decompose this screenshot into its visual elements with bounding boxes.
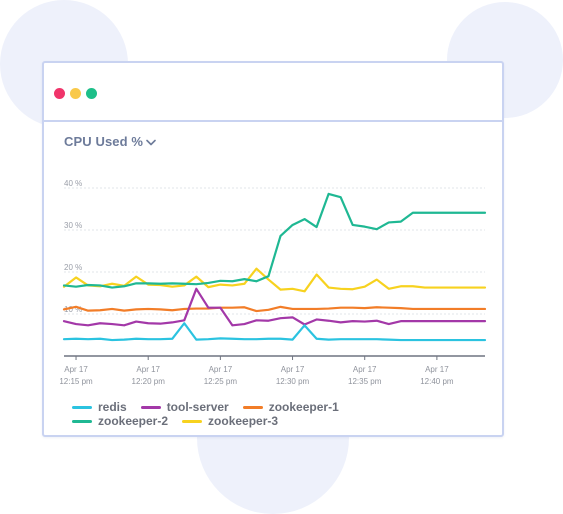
chart-title: CPU Used % xyxy=(64,134,144,149)
x-tick-label-time: 12:15 pm xyxy=(59,377,93,386)
x-tick-label-time: 12:30 pm xyxy=(276,377,310,386)
legend-label: redis xyxy=(98,400,127,414)
series-line-zookeeper-2 xyxy=(62,192,487,289)
x-tick-label-date: Apr 17 xyxy=(281,365,305,374)
legend-swatch xyxy=(182,419,203,423)
legend-label: tool-server xyxy=(166,400,229,414)
chart-window: CPU Used % 10 % 20 % 30 % 40 % Apr 17 12:15 p… xyxy=(42,61,504,437)
legend-item-zookeeper-3[interactable]: zookeeper-3 xyxy=(182,414,278,428)
x-tick-label-date: Apr 17 xyxy=(209,365,233,374)
cpu-line-chart: 10 % 20 % 30 % 40 % Apr 17 12:15 pm Apr 17 12:2… xyxy=(59,179,487,386)
x-tick-label-date: Apr 17 xyxy=(425,365,449,374)
legend-item-zookeeper-2[interactable]: zookeeper-2 xyxy=(72,414,168,428)
y-tick-label: 30 % xyxy=(64,221,82,230)
x-tick-label-date: Apr 17 xyxy=(353,365,377,374)
chevron-down-icon xyxy=(146,134,156,149)
x-tick-label-time: 12:20 pm xyxy=(132,377,166,386)
metric-selector[interactable]: CPU Used % xyxy=(64,134,156,149)
legend-label: zookeeper-1 xyxy=(268,400,339,414)
legend-swatch xyxy=(72,405,92,409)
maximize-dot[interactable] xyxy=(86,88,97,99)
legend-item-zookeeper-1[interactable]: zookeeper-1 xyxy=(242,400,339,414)
series-line-redis xyxy=(62,322,487,342)
x-tick-label-date: Apr 17 xyxy=(136,365,160,374)
legend-swatch xyxy=(72,419,92,423)
y-tick-label: 20 % xyxy=(64,263,82,272)
window-titlebar xyxy=(44,63,502,122)
minimize-dot[interactable] xyxy=(70,88,81,99)
y-tick-label: 10 % xyxy=(64,305,82,314)
legend-swatch xyxy=(140,405,161,409)
chart-legend: redis tool-server zookeeper-1 zookeeper-2 zo… xyxy=(72,400,492,428)
legend-item-redis[interactable]: redis xyxy=(72,400,127,414)
x-tick-label-time: 12:40 pm xyxy=(420,377,454,386)
close-dot[interactable] xyxy=(54,88,65,99)
legend-label: zookeeper-2 xyxy=(98,414,169,428)
x-tick-label-time: 12:35 pm xyxy=(348,377,382,386)
legend-swatch xyxy=(242,405,263,409)
series-line-tool-server xyxy=(62,287,487,327)
x-tick-label-date: Apr 17 xyxy=(64,365,88,374)
legend-item-tool-server[interactable]: tool-server xyxy=(140,400,229,414)
series-line-zookeeper-3 xyxy=(62,267,487,293)
y-tick-label: 40 % xyxy=(64,179,82,188)
legend-label: zookeeper-3 xyxy=(208,414,279,428)
series-line-zookeeper-1 xyxy=(62,305,487,313)
x-tick-label-time: 12:25 pm xyxy=(204,377,238,386)
